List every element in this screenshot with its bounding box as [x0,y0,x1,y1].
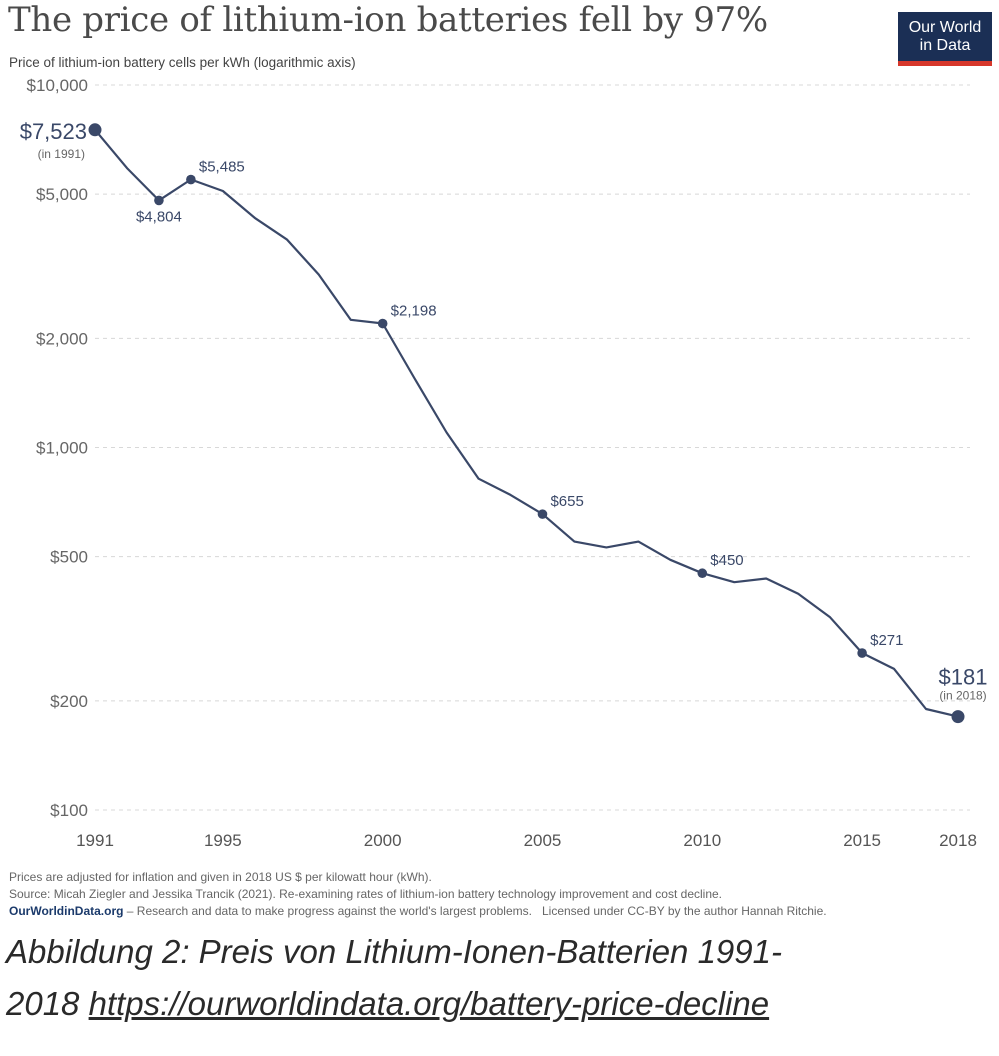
footer-org-text: – Research and data to make progress aga… [123,904,532,918]
x-tick-label-2000: 2000 [364,831,402,850]
caption-link[interactable]: https://ourworldindata.org/battery-price… [88,985,770,1022]
data-label-2015: $271 [870,632,903,649]
x-tick-label-2005: 2005 [524,831,562,850]
footer-org-line: OurWorldinData.org – Research and data t… [9,904,827,918]
figure-caption-line-2: 2018 https://ourworldindata.org/battery-… [6,985,769,1023]
data-note-1991: (in 1991) [38,147,85,161]
x-tick-label-1991: 1991 [76,831,114,850]
data-label-1991: $7,523 [20,119,87,144]
data-label-2005: $655 [550,493,583,510]
owid-logo[interactable]: Our World in Data [898,12,992,66]
caption-year: 2018 [6,985,89,1022]
y-tick-label-2000: $2,000 [36,329,88,348]
x-tick-label-2015: 2015 [843,831,881,850]
data-point-2015 [857,648,867,658]
data-point-1994 [186,174,196,185]
data-label-1994: $5,485 [199,159,245,176]
x-tick-label-2018: 2018 [939,831,977,850]
y-tick-label-1000: $1,000 [36,439,88,458]
data-note-2018: (in 2018) [939,689,986,703]
data-point-1993 [154,195,164,206]
x-tick-label-1995: 1995 [204,831,242,850]
series-line [94,129,959,718]
footer-license: Licensed under CC-BY by the author Hanna… [541,904,827,918]
chart-title: The price of lithium-ion batteries fell … [8,0,768,40]
y-tick-label-200: $200 [50,692,88,711]
line-chart: $100 $200 $500 $1,000 $2,000 $5,000 $10,000 199… [20,76,988,850]
footer-note: Prices are adjusted for inflation and gi… [9,870,432,884]
data-label-1993: $4,804 [136,208,182,225]
data-label-2010: $450 [710,552,743,569]
y-tick-label-500: $500 [50,548,88,567]
data-label-2018: $181 [939,665,988,690]
logo-line-2: in Data [919,36,971,54]
footer-org-link[interactable]: OurWorldinData.org [9,904,124,918]
data-point-2010 [697,568,708,579]
y-tick-label-100: $100 [50,801,88,820]
footer-source: Source: Micah Ziegler and Jessika Tranci… [9,887,723,901]
data-point-1991 [88,123,102,137]
figure-caption-line-1: Abbildung 2: Preis von Lithium-Ionen-Bat… [6,933,782,970]
data-point-2000 [377,318,388,329]
data-label-2000: $2,198 [391,303,437,320]
chart-subtitle: Price of lithium-ion battery cells per k… [9,55,356,70]
y-tick-label-10000: $10,000 [27,76,88,95]
data-point-2018 [951,710,965,724]
y-tick-label-5000: $5,000 [36,185,88,204]
x-tick-label-2010: 2010 [683,831,721,850]
logo-line-1: Our World [908,18,982,36]
data-point-2005 [537,509,548,519]
